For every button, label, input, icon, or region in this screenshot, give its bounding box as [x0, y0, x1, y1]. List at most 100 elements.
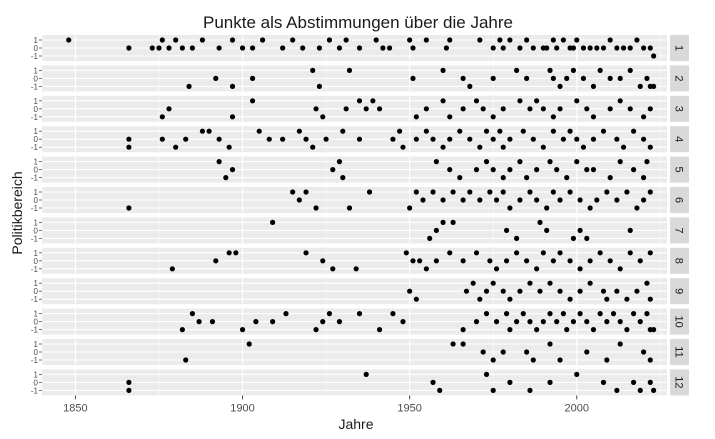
data-point [450, 189, 456, 195]
data-point [517, 45, 523, 51]
data-point [560, 311, 566, 317]
y-tick-label: 0 [34, 257, 39, 266]
data-point [313, 205, 319, 211]
data-point [239, 45, 246, 51]
data-point [336, 319, 343, 325]
y-tick-label: 0 [34, 226, 39, 235]
data-point [497, 128, 503, 134]
data-point [507, 167, 513, 173]
data-point [630, 167, 637, 173]
data-point [430, 136, 436, 142]
y-tick-label: 1 [34, 97, 39, 106]
facet-strip [670, 156, 689, 183]
data-point [627, 227, 633, 233]
data-point [423, 37, 429, 43]
data-point [641, 136, 647, 142]
y-tick-label: -1 [31, 326, 39, 335]
data-point [544, 45, 550, 51]
data-point [376, 106, 383, 112]
data-point [226, 250, 232, 256]
data-point [567, 189, 573, 195]
data-point [550, 189, 556, 195]
data-point [440, 98, 446, 104]
data-point [323, 136, 329, 142]
y-tick-label: 1 [34, 370, 39, 379]
data-point [513, 235, 520, 241]
data-point [604, 296, 610, 302]
data-point [544, 205, 550, 211]
data-point [477, 144, 483, 150]
data-point [607, 106, 613, 112]
data-point [597, 250, 603, 256]
data-point [600, 128, 607, 134]
y-tick-label: 0 [34, 135, 39, 144]
facet-panel: -101 7 [31, 217, 689, 244]
facet-strip-label: 5 [673, 167, 685, 173]
data-point [520, 128, 526, 134]
y-tick-label: 1 [34, 158, 39, 167]
data-point [433, 227, 439, 233]
data-point [437, 387, 443, 393]
data-point [507, 205, 513, 211]
data-point [517, 98, 523, 104]
facet-panel: -101 10 [31, 308, 689, 335]
data-point [493, 197, 500, 203]
data-point [637, 258, 643, 264]
facet-panel: -101 2 [31, 65, 689, 92]
data-point [517, 288, 523, 294]
data-point [534, 266, 540, 272]
data-point [303, 189, 309, 195]
data-point [651, 53, 657, 59]
data-point [447, 136, 453, 142]
y-axis-title: Politikbereich [9, 171, 25, 254]
data-point [370, 98, 376, 104]
y-tick-label: 0 [34, 105, 39, 114]
facet-panel: -101 9 [31, 278, 689, 305]
x-axis-title: Jahre [338, 416, 373, 432]
data-point [310, 67, 316, 73]
data-point [524, 37, 530, 43]
facet-strip-label: 10 [673, 315, 685, 327]
x-tick-label: 1950 [397, 402, 421, 414]
data-point [460, 75, 466, 81]
data-point [503, 258, 510, 264]
data-point [607, 175, 613, 181]
data-point [213, 75, 219, 81]
y-tick-label: -1 [31, 143, 39, 152]
data-point [290, 189, 296, 195]
data-point [557, 357, 563, 363]
data-point [614, 197, 620, 203]
data-point [423, 106, 429, 112]
y-tick-label: 1 [34, 340, 39, 349]
data-point [560, 37, 566, 43]
data-point [540, 144, 546, 150]
data-point [126, 45, 132, 51]
data-point [614, 288, 620, 294]
data-point [557, 288, 563, 294]
data-point [477, 37, 483, 43]
data-point [574, 159, 580, 165]
data-point [159, 37, 165, 43]
data-point [647, 250, 653, 256]
data-point [570, 67, 577, 73]
data-point [624, 296, 630, 302]
data-point [450, 341, 456, 347]
data-point [507, 379, 513, 385]
chart-title: Punkte als Abstimmungen über die Jahre [203, 13, 513, 32]
data-point [159, 136, 165, 142]
data-point [574, 37, 580, 43]
data-point [256, 128, 262, 134]
y-tick-label: 0 [34, 378, 39, 387]
data-point [580, 144, 587, 150]
data-point [283, 311, 289, 317]
data-point [493, 319, 500, 325]
data-point [597, 67, 603, 73]
data-point [547, 280, 553, 286]
data-point [473, 167, 480, 173]
data-point [617, 266, 623, 272]
data-point [651, 83, 657, 89]
data-point [587, 280, 593, 286]
